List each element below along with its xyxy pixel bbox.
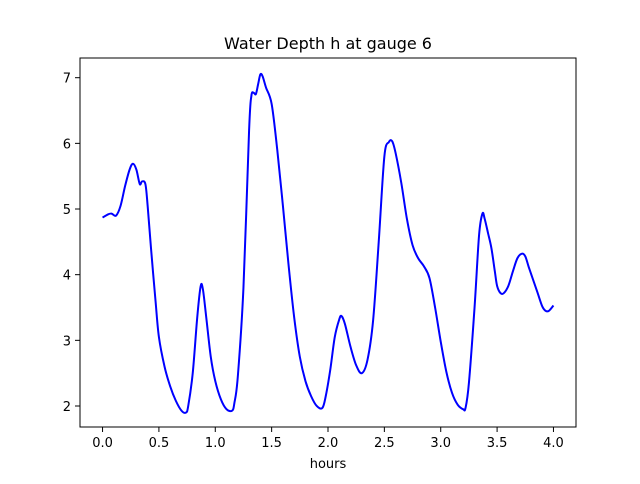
x-tick-label: 4.0	[543, 436, 564, 451]
plot-area-background	[80, 58, 576, 427]
y-tick-label: 2	[63, 400, 71, 415]
y-tick-label: 6	[63, 137, 71, 152]
y-tick-label: 7	[63, 72, 71, 87]
x-tick-label: 0.0	[92, 436, 113, 451]
y-tick-label: 3	[63, 334, 71, 349]
x-tick-label: 1.0	[205, 436, 226, 451]
x-axis-label: hours	[310, 457, 347, 472]
x-tick-label: 3.0	[430, 436, 451, 451]
x-tick-label: 3.5	[487, 436, 508, 451]
x-tick-label: 2.5	[374, 436, 395, 451]
x-tick-label: 2.0	[318, 436, 339, 451]
x-axis-ticks: 0.0 0.5 1.0 1.5 2.0 2.5 3.0 3.5 4.0	[92, 427, 564, 451]
x-tick-label: 1.5	[261, 436, 282, 451]
series-line	[102, 72, 555, 414]
y-tick-label: 4	[63, 269, 71, 284]
chart-title: Water Depth h at gauge 6	[224, 34, 432, 53]
y-tick-label: 5	[63, 203, 71, 218]
y-axis-ticks: 2 3 4 5 6 7	[63, 72, 80, 415]
plot-frame	[79, 57, 577, 428]
x-tick-label: 0.5	[149, 436, 170, 451]
